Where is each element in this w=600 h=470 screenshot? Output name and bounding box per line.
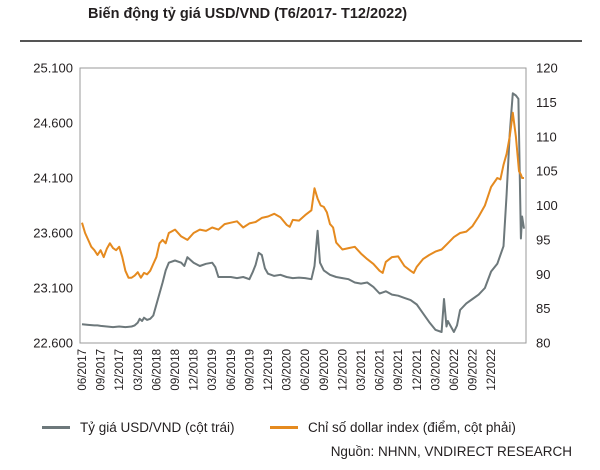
right-tick-label: 95 — [536, 232, 550, 247]
x-tick-label: 03/2021 — [356, 349, 368, 391]
left-tick-label: 23.600 — [33, 226, 73, 241]
legend-swatch-usd-vnd — [42, 426, 70, 429]
left-axis: 25.100 24.600 24.100 23.600 23.100 22.600 — [33, 61, 73, 351]
plot-frame — [79, 67, 527, 344]
left-tick-label: 24.100 — [33, 171, 73, 186]
right-tick-label: 85 — [536, 301, 550, 316]
series-line-usd-vnd — [81, 92, 525, 333]
x-tick-label: 09/2021 — [393, 349, 405, 391]
x-tick-label: 12/2022 — [486, 349, 498, 391]
x-tick-label: 03/2019 — [207, 349, 219, 391]
left-tick-label: 23.100 — [33, 281, 73, 296]
x-tick-label: 12/2020 — [337, 349, 349, 391]
x-tick-label: 09/2018 — [170, 349, 182, 391]
source-note: Nguồn: NHNN, VNDIRECT RESEARCH — [330, 444, 572, 459]
legend-label-usd-vnd: Tỷ giá USD/VND (cột trái) — [80, 420, 235, 435]
right-axis: 120 115 110 105 100 95 90 85 80 — [536, 61, 558, 351]
x-tick-label: 09/2017 — [96, 349, 108, 391]
x-tick-label: 09/2020 — [319, 349, 331, 391]
right-tick-label: 105 — [536, 164, 558, 179]
x-tick-label: 09/2022 — [468, 349, 480, 391]
x-tick-label: 06/2021 — [375, 349, 387, 391]
right-tick-label: 90 — [536, 267, 550, 282]
x-tick-label: 06/2019 — [226, 349, 238, 391]
right-tick-label: 120 — [536, 61, 558, 76]
x-tick-label: 09/2019 — [244, 349, 256, 391]
x-tick-label: 06/2017 — [77, 349, 89, 391]
legend-label-dxy: Chỉ số dollar index (điểm, cột phải) — [308, 420, 516, 435]
x-tick-label: 03/2022 — [430, 349, 442, 391]
legend-item-usd-vnd: Tỷ giá USD/VND (cột trái) — [42, 420, 235, 435]
right-tick-label: 80 — [536, 336, 550, 351]
x-tick-label: 03/2018 — [133, 349, 145, 391]
x-tick-label: 12/2017 — [114, 349, 126, 391]
left-tick-label: 22.600 — [33, 336, 73, 351]
x-tick-label: 06/2022 — [449, 349, 461, 391]
x-tick-label: 12/2021 — [412, 349, 424, 391]
x-tick-label: 12/2019 — [263, 349, 275, 391]
x-axis: 06/2017 09/2017 12/2017 03/2018 06/2018 09/20… — [77, 349, 498, 391]
series-layer — [81, 92, 525, 333]
legend-item-dxy: Chỉ số dollar index (điểm, cột phải) — [270, 420, 516, 435]
x-tick-label: 03/2020 — [282, 349, 294, 391]
chart-title: Biến động tỷ giá USD/VND (T6/2017- T12/2… — [88, 6, 408, 22]
x-tick-label: 12/2018 — [189, 349, 201, 391]
x-tick-label: 06/2020 — [300, 349, 312, 391]
left-tick-label: 24.600 — [33, 116, 73, 131]
right-tick-label: 115 — [536, 95, 557, 110]
title-divider — [20, 40, 582, 42]
series-line-dxy — [81, 111, 524, 279]
x-tick-label: 06/2018 — [151, 349, 163, 391]
right-tick-label: 100 — [536, 198, 558, 213]
legend-swatch-dxy — [270, 426, 298, 429]
left-tick-label: 25.100 — [33, 61, 73, 76]
right-tick-label: 110 — [536, 129, 557, 144]
